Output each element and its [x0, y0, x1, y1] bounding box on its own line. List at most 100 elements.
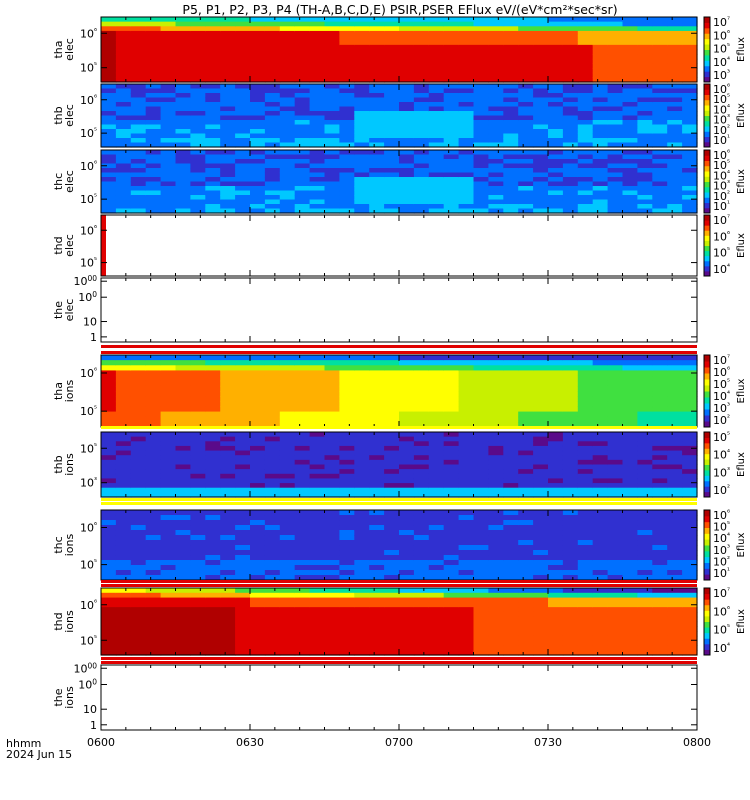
heat-cell [488, 111, 504, 117]
heat-cell [443, 150, 460, 156]
heat-cell [577, 163, 594, 169]
heat-cell [264, 63, 281, 69]
heat-cell [622, 510, 638, 516]
heat-cell [279, 478, 296, 484]
heat-cell [488, 163, 504, 169]
y-tick-label: 1 [90, 331, 97, 344]
heat-cell [533, 190, 549, 196]
heat-cell [145, 63, 162, 69]
heat-cell [637, 432, 653, 438]
heat-cell [115, 459, 132, 466]
heat-cell [279, 44, 296, 51]
heat-cell [458, 575, 475, 581]
heat-cell [205, 441, 221, 447]
heat-cell [518, 186, 534, 192]
heat-cell [518, 360, 534, 366]
heat-cell [488, 441, 504, 447]
heat-cell [205, 106, 221, 112]
heat-cell [503, 588, 519, 594]
heat-cell [533, 411, 549, 418]
heat-cell [473, 120, 489, 126]
heat-cell [145, 49, 162, 55]
heat-cell [309, 530, 326, 536]
heat-cell [294, 640, 311, 647]
heat-cell [101, 88, 117, 94]
heat-cell [115, 385, 132, 392]
heat-cell [428, 168, 445, 174]
heat-cell [190, 469, 206, 475]
heat-cell [175, 510, 191, 516]
heat-cell [399, 473, 415, 480]
heat-cell [533, 473, 549, 480]
heat-cell [101, 464, 117, 470]
heat-cell [562, 360, 579, 366]
heat-cell [682, 401, 698, 408]
heat-cell [279, 560, 296, 566]
heat-cell [324, 469, 340, 475]
heat-cell [637, 163, 653, 169]
heat-cell [428, 142, 445, 148]
heat-cell [458, 93, 475, 99]
heat-cell [458, 607, 475, 613]
heat-cell [309, 208, 326, 214]
colorbar-segment [704, 76, 710, 83]
heat-cell [101, 129, 117, 135]
heat-cell [533, 208, 549, 214]
heat-cell [548, 550, 564, 556]
heat-cell [145, 631, 162, 637]
heat-cell [622, 396, 638, 402]
heat-cell [637, 93, 653, 99]
heat-cell [562, 621, 579, 627]
heat-cell [190, 204, 206, 210]
heat-cell [667, 138, 683, 144]
heat-cell [190, 441, 206, 447]
heat-cell [399, 26, 415, 32]
heat-cell [220, 68, 236, 74]
heat-cell [473, 396, 489, 402]
heat-cell [488, 616, 504, 623]
colorbar-segment [704, 27, 710, 34]
heat-cell [428, 186, 445, 192]
heat-cell [413, 72, 430, 78]
heat-cell [339, 172, 355, 178]
heat-cell [488, 555, 504, 561]
heat-cell [369, 186, 385, 192]
heat-cell [637, 154, 653, 160]
heat-cell [354, 102, 370, 108]
heat-cell [115, 535, 132, 541]
heat-cell [622, 129, 638, 135]
heat-cell [354, 616, 370, 623]
heat-cell [577, 40, 594, 46]
colorbar-unit: Eflux [736, 37, 747, 62]
heat-cell [115, 17, 132, 23]
heat-cell [488, 380, 504, 387]
heat-cell [354, 159, 370, 165]
heat-cell [548, 469, 564, 475]
heat-cell [115, 441, 132, 447]
heat-cell [518, 597, 534, 603]
heat-cell [279, 421, 296, 428]
heat-cell [592, 441, 609, 447]
heat-cell [428, 97, 445, 103]
heat-cell [235, 370, 251, 377]
heat-cell [294, 645, 311, 651]
heat-cell [562, 650, 579, 656]
heat-cell [667, 150, 683, 156]
heat-cell [622, 172, 638, 178]
heat-cell [309, 150, 326, 156]
heat-cell [354, 181, 370, 187]
heat-cell [488, 570, 504, 576]
heat-cell [115, 129, 132, 135]
heat-cell [384, 560, 400, 566]
heat-cell [175, 411, 191, 418]
heat-cell [652, 391, 668, 397]
heat-cell [667, 133, 683, 139]
heat-cell [607, 401, 624, 408]
heat-cell [637, 35, 653, 41]
heat-cell [354, 30, 370, 37]
heat-cell [309, 168, 326, 174]
y-tick-label: 10⁶ [80, 521, 97, 535]
heat-cell [413, 621, 430, 627]
heat-cell [160, 88, 177, 94]
heat-cell [622, 441, 638, 447]
